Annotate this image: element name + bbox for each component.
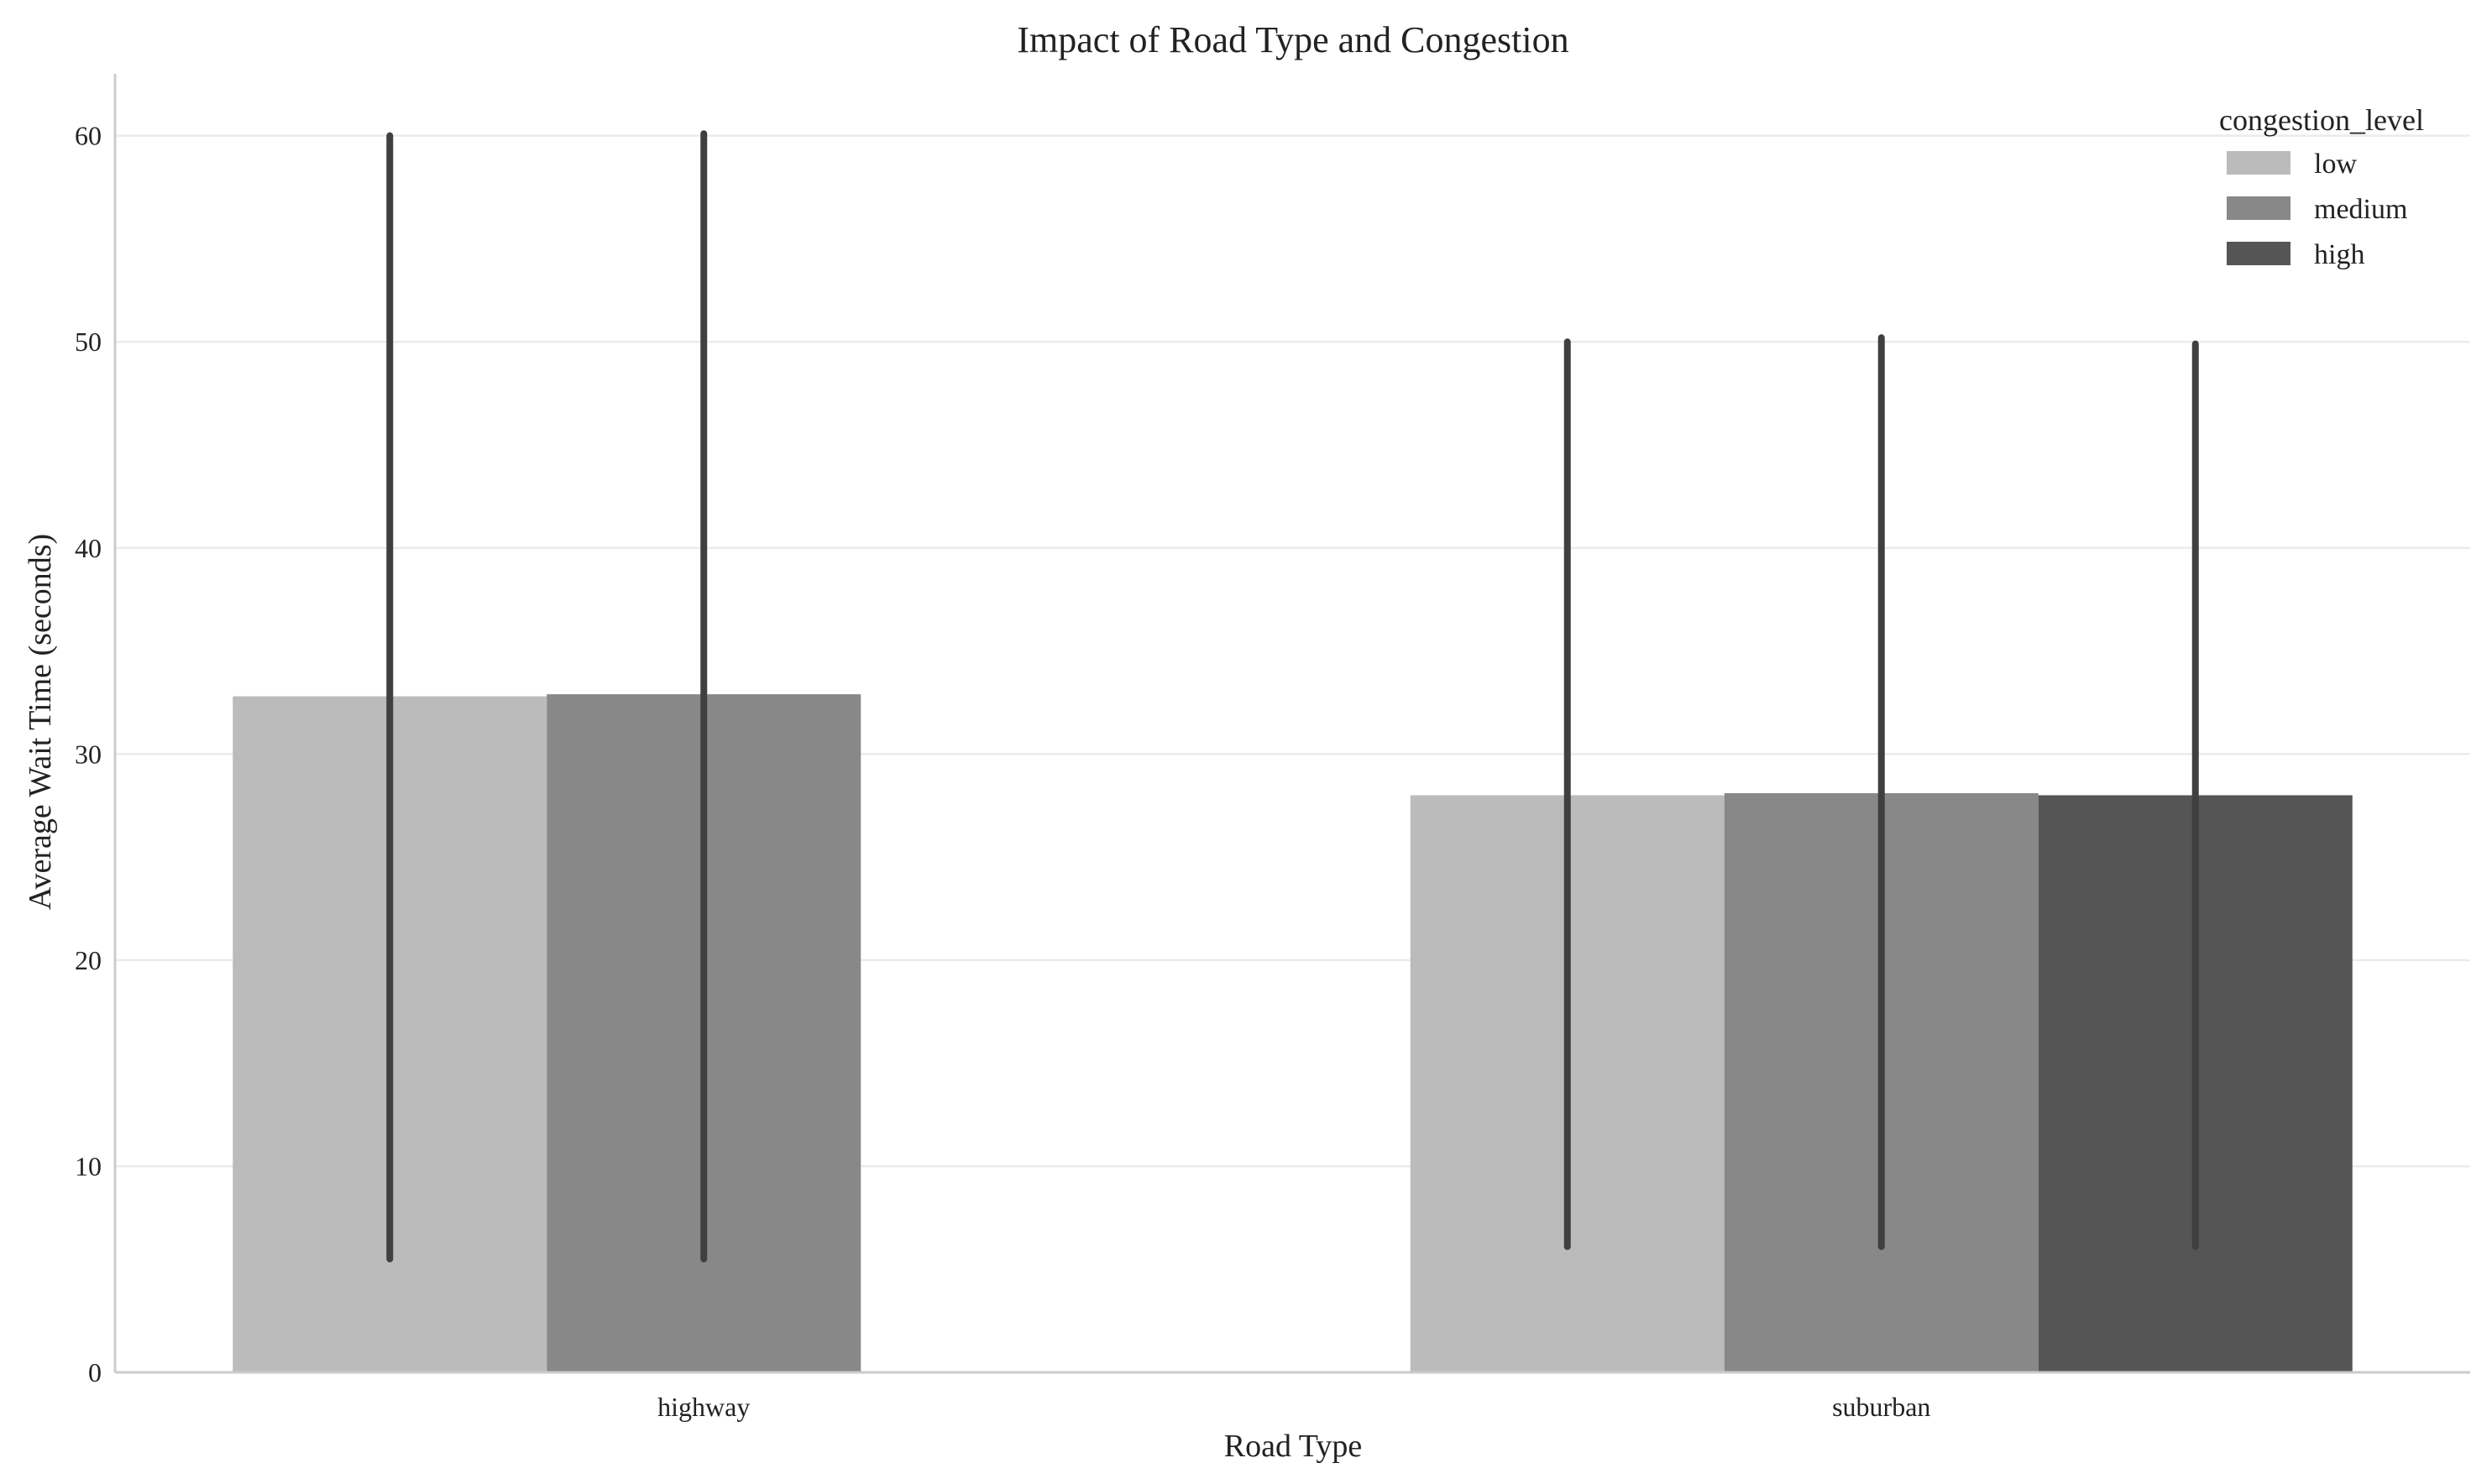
y-tick-label: 20: [75, 945, 102, 975]
y-tick-label: 10: [75, 1151, 102, 1181]
legend-label-low: low: [2314, 149, 2357, 180]
error-bars: [386, 130, 2199, 1262]
x-tick-label: highway: [657, 1392, 750, 1422]
x-axis-ticks: highway suburban: [657, 1392, 1930, 1422]
x-axis-label: Road Type: [1224, 1429, 1362, 1464]
chart-title: Impact of Road Type and Congestion: [1017, 19, 1568, 60]
legend-label-high: high: [2314, 239, 2364, 270]
y-tick-label: 30: [75, 739, 102, 769]
x-tick-label: suburban: [1832, 1392, 1930, 1422]
y-tick-label: 50: [75, 327, 102, 357]
legend-label-medium: medium: [2314, 194, 2407, 225]
legend-swatch-low: [2227, 151, 2290, 175]
y-axis-label: Average Wait Time (seconds): [23, 534, 58, 910]
y-tick-label: 0: [88, 1357, 102, 1387]
legend-swatch-medium: [2227, 196, 2290, 220]
legend: congestion_level low medium high: [2219, 103, 2424, 270]
y-axis-ticks: 0 10 20 30 40 50 60: [75, 121, 102, 1387]
y-tick-label: 60: [75, 121, 102, 151]
legend-title: congestion_level: [2219, 103, 2424, 137]
legend-swatch-high: [2227, 242, 2290, 265]
axes: [113, 74, 2470, 1374]
bars: [233, 694, 2353, 1372]
y-tick-label: 40: [75, 533, 102, 563]
